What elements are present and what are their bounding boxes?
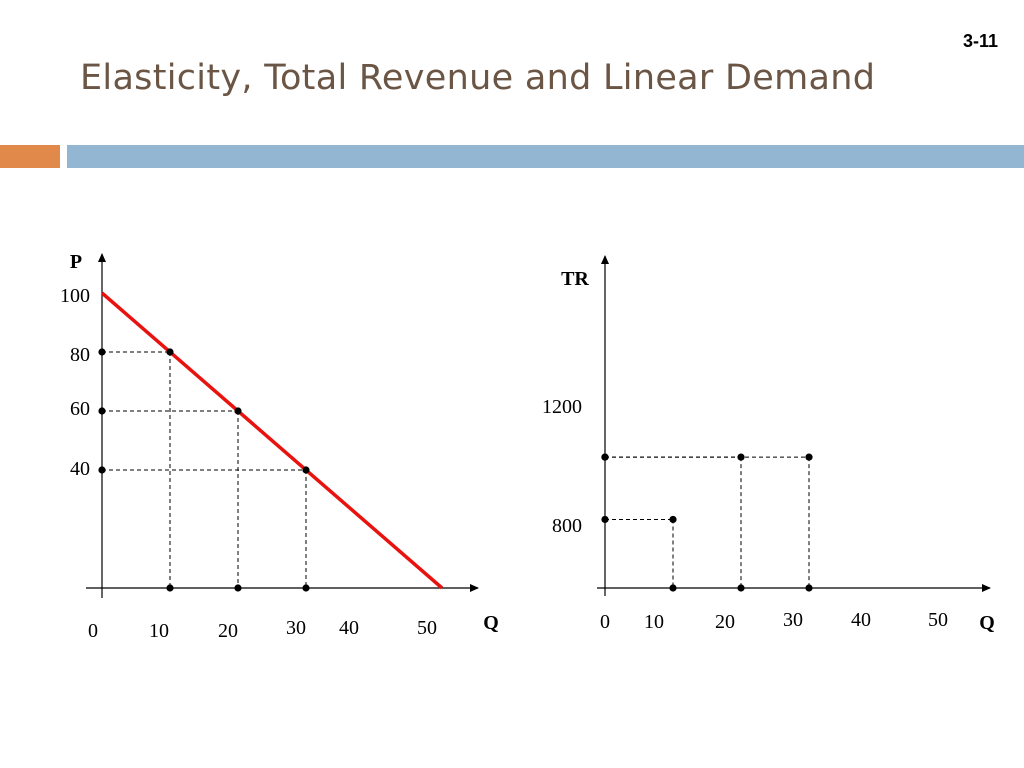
x-tick-label: 10	[149, 620, 169, 642]
x-tick-label: 40	[851, 609, 871, 631]
x-axis-point	[234, 584, 242, 592]
y-axis-label: P	[70, 251, 82, 273]
x-tick-label: 10	[644, 611, 664, 633]
x-tick-label: 40	[339, 617, 359, 639]
y-axis-label: TR	[561, 268, 589, 290]
x-axis-point	[669, 584, 677, 592]
x-tick-label: 50	[417, 617, 437, 639]
y-tick-label: 100	[60, 285, 90, 307]
x-axis-point	[166, 584, 174, 592]
x-axis-point	[805, 584, 813, 592]
revenue-point	[737, 453, 745, 461]
y-tick-label: 1200	[542, 396, 582, 418]
x-tick-label: 20	[715, 611, 735, 633]
y-axis-point	[601, 453, 609, 461]
demand-point	[166, 348, 174, 356]
y-tick-label: 60	[70, 398, 90, 420]
x-axis-label: Q	[483, 612, 499, 634]
demand-point	[302, 466, 310, 474]
x-axis-label: Q	[979, 612, 995, 634]
x-axis-point	[302, 584, 310, 592]
slide-number: 3-11	[962, 31, 998, 51]
accent-bar-blue	[67, 145, 1024, 168]
x-tick-label: 0	[600, 611, 610, 633]
demand-line	[100, 291, 444, 590]
total-revenue-chart: TR Q 1200 800 0 10 20 30 40 50	[542, 255, 995, 634]
y-axis-point	[98, 348, 106, 356]
x-axis-point	[737, 584, 745, 592]
x-tick-label: 30	[286, 617, 306, 639]
y-tick-label: 40	[70, 458, 90, 480]
demand-point	[234, 407, 242, 415]
revenue-point	[805, 453, 813, 461]
accent-bar-orange	[0, 145, 60, 168]
x-tick-label: 0	[88, 620, 98, 642]
x-tick-label: 30	[783, 609, 803, 631]
demand-chart: P Q 100 80 60 40 0 10 20 30 40 50	[60, 251, 499, 642]
x-tick-label: 20	[218, 620, 238, 642]
revenue-point	[669, 515, 677, 524]
y-axis-point	[601, 515, 609, 524]
y-axis-point	[98, 407, 106, 415]
x-tick-label: 50	[928, 609, 948, 631]
y-axis-point	[98, 466, 106, 474]
y-tick-label: 800	[552, 515, 582, 537]
y-tick-label: 80	[70, 344, 90, 366]
slide-title: Elasticity, Total Revenue and Linear Dem…	[80, 58, 876, 98]
